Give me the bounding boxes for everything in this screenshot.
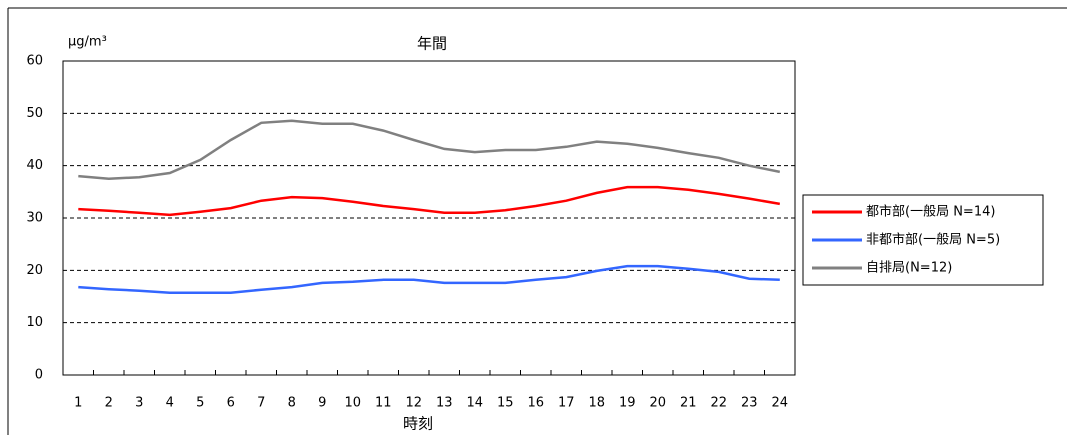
x-tick-label: 16 xyxy=(527,396,544,411)
x-tick-label: 12 xyxy=(405,396,422,411)
legend-label: 自排局(N=12) xyxy=(866,261,952,276)
x-tick-label: 22 xyxy=(710,396,727,411)
x-tick-label: 24 xyxy=(771,396,788,411)
y-tick-label: 40 xyxy=(26,158,43,173)
y-axis-label: μg/m³ xyxy=(68,35,107,50)
x-tick-label: 6 xyxy=(227,396,235,411)
x-tick-label: 1 xyxy=(74,396,82,411)
series-line xyxy=(78,185,781,217)
x-tick-label: 9 xyxy=(318,396,326,411)
x-tick-label: 13 xyxy=(436,396,453,411)
y-tick-label: 0 xyxy=(35,368,43,383)
x-tick-label: 15 xyxy=(497,396,514,411)
y-tick-label: 50 xyxy=(26,106,43,121)
x-tick-label: 5 xyxy=(196,396,204,411)
x-tick-label: 17 xyxy=(558,396,575,411)
legend-label: 非都市部(一般局 N=5) xyxy=(866,232,1000,248)
x-tick-label: 20 xyxy=(649,396,666,411)
x-tick-label: 14 xyxy=(466,396,483,411)
x-tick-label: 3 xyxy=(135,396,143,411)
x-tick-label: 19 xyxy=(619,396,636,411)
x-tick-label: 11 xyxy=(375,396,392,411)
x-tick-label: 23 xyxy=(741,396,758,411)
x-tick-label: 8 xyxy=(288,396,296,411)
x-tick-label: 7 xyxy=(257,396,265,411)
x-tick-label: 18 xyxy=(588,396,605,411)
x-tick-label: 21 xyxy=(680,396,697,411)
x-tick-label: 2 xyxy=(105,396,113,411)
y-tick-label: 30 xyxy=(26,211,43,226)
x-tick-label: 4 xyxy=(166,396,174,411)
chart-title: 年間 xyxy=(417,35,447,53)
y-tick-label: 60 xyxy=(26,54,43,69)
series-line xyxy=(78,264,780,295)
y-tick-label: 20 xyxy=(26,263,43,278)
x-tick-label: 10 xyxy=(344,396,361,411)
y-tick-label: 10 xyxy=(26,315,43,330)
x-axis-label: 時刻 xyxy=(403,415,433,433)
legend-label: 都市部(一般局 N=14) xyxy=(866,204,995,220)
series-line xyxy=(78,119,781,181)
